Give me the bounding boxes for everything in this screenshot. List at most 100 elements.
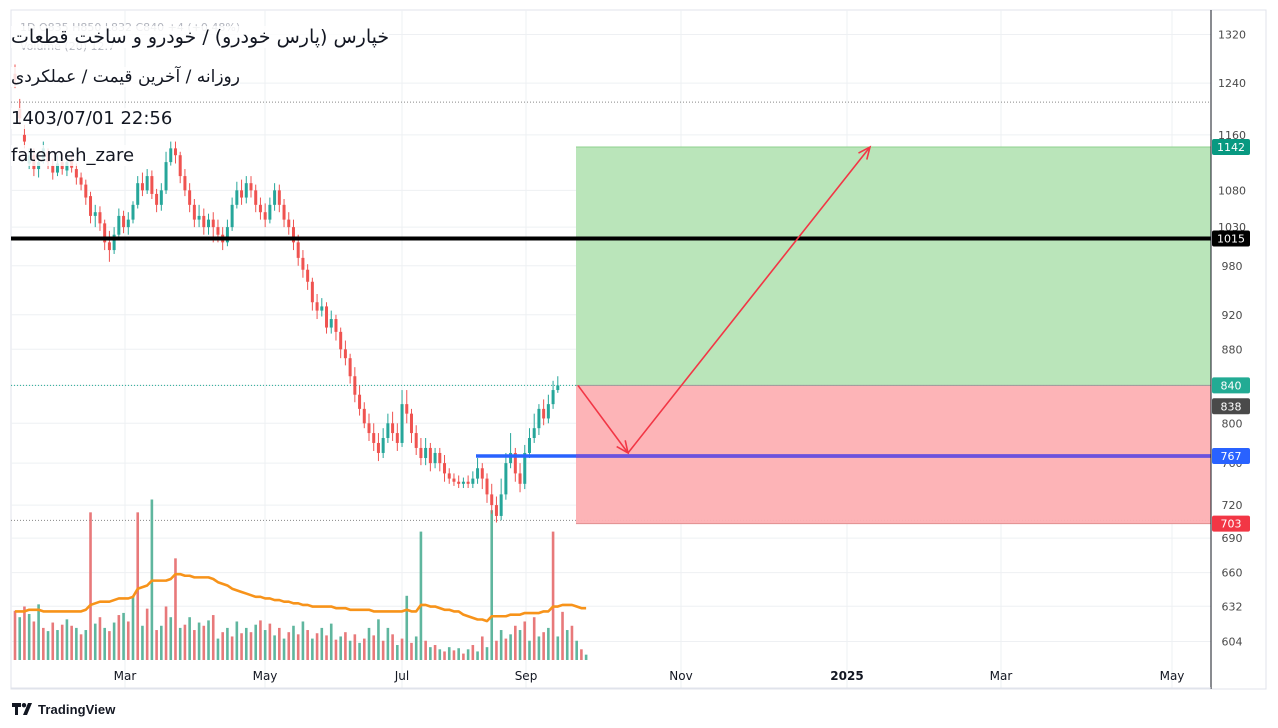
volume-bar: [405, 595, 409, 660]
candle: [277, 184, 281, 213]
volume-bar: [377, 619, 380, 660]
volume-bar: [42, 627, 45, 660]
candle: [509, 433, 513, 469]
volume-bar: [551, 531, 555, 660]
volume-bar: [301, 621, 305, 660]
candle: [315, 293, 319, 320]
time-tick-label: May: [1160, 669, 1185, 683]
candle-body: [471, 478, 475, 484]
candle: [310, 277, 314, 311]
candle-body: [107, 242, 111, 251]
candle-body: [254, 190, 258, 205]
horizontal-lines[interactable]: [11, 236, 1211, 458]
tradingview-brand[interactable]: TradingView: [12, 700, 115, 718]
candle: [372, 423, 376, 451]
candle-body: [461, 481, 465, 484]
price-tick-label: 1160: [1218, 129, 1246, 142]
volume-bar: [348, 640, 352, 660]
volume-bar: [514, 625, 517, 660]
price-tick-label: 1240: [1218, 77, 1246, 90]
candle: [173, 141, 177, 164]
candle: [424, 437, 428, 466]
candle-body: [476, 468, 480, 479]
candle: [480, 463, 484, 490]
volume-bar: [202, 625, 206, 660]
candle-body: [353, 376, 357, 395]
price-badge-bg: [1212, 377, 1250, 394]
volume-bar: [216, 638, 220, 660]
price-badge-label: 1142: [1217, 141, 1245, 154]
volume-bar: [278, 627, 281, 660]
chart-datetime: 1403/07/01 22:56: [11, 108, 173, 129]
candle: [79, 172, 83, 191]
volume-bar: [193, 630, 196, 660]
candle-body: [400, 404, 404, 443]
candle: [513, 447, 517, 482]
candle-body: [211, 219, 215, 228]
candle: [183, 169, 187, 197]
candle: [273, 183, 277, 211]
candle-body: [546, 404, 550, 419]
candle: [419, 437, 423, 466]
volume-bar: [141, 625, 144, 660]
volume-bar: [339, 636, 342, 660]
volume-bar: [480, 636, 484, 660]
volume-bar: [51, 622, 55, 660]
candle: [466, 475, 470, 489]
candle-body: [169, 148, 173, 163]
candle-body: [428, 447, 432, 464]
candle-body: [65, 162, 69, 171]
candle: [258, 197, 262, 220]
candle-body: [117, 215, 121, 235]
candle: [192, 199, 196, 228]
candle-body: [79, 177, 83, 185]
volume-bar: [429, 647, 432, 660]
price-badge-label: 767: [1221, 450, 1242, 463]
candle: [249, 176, 253, 198]
candle: [353, 367, 357, 403]
volume-bar: [499, 630, 503, 660]
volume-bar: [509, 634, 512, 660]
chart-title: خپارس (پارس خودرو) / خودرو و ساخت قطعات: [11, 26, 390, 48]
volume-bar: [547, 627, 550, 660]
candle: [74, 163, 78, 185]
volume-bar: [164, 606, 168, 660]
projected-path[interactable]: [577, 145, 872, 455]
candle: [471, 471, 475, 489]
candle-body: [98, 212, 102, 224]
candle: [494, 496, 498, 523]
volume-bar: [334, 639, 338, 660]
candle-body: [150, 176, 154, 194]
candle-body: [103, 223, 107, 243]
candle: [112, 227, 116, 254]
volume-bar: [443, 651, 446, 660]
volume-bar: [452, 650, 456, 660]
candle-body: [532, 428, 536, 438]
volume-bar: [353, 634, 357, 660]
candle: [122, 210, 126, 234]
candle: [325, 302, 329, 334]
volume-bar: [235, 621, 239, 660]
time-tick-label: May: [253, 669, 278, 683]
candle-body: [122, 215, 126, 228]
candle-body: [188, 190, 192, 205]
candle-body: [480, 468, 484, 479]
candle-body: [372, 433, 376, 443]
candle-body: [537, 408, 541, 429]
candle: [107, 230, 111, 262]
candle-body: [183, 176, 187, 191]
candle: [202, 208, 206, 235]
volume-bar: [32, 621, 36, 660]
candle: [268, 197, 272, 224]
volume-bar: [457, 648, 460, 660]
candlesticks: [13, 64, 560, 523]
candle: [461, 477, 465, 489]
candle: [131, 201, 135, 224]
price-tick-label: 800: [1222, 417, 1243, 430]
candle-body: [84, 184, 88, 198]
candle-body: [249, 183, 253, 191]
volume-bar: [396, 645, 399, 660]
volume-bar: [174, 558, 177, 660]
candle: [438, 447, 442, 472]
